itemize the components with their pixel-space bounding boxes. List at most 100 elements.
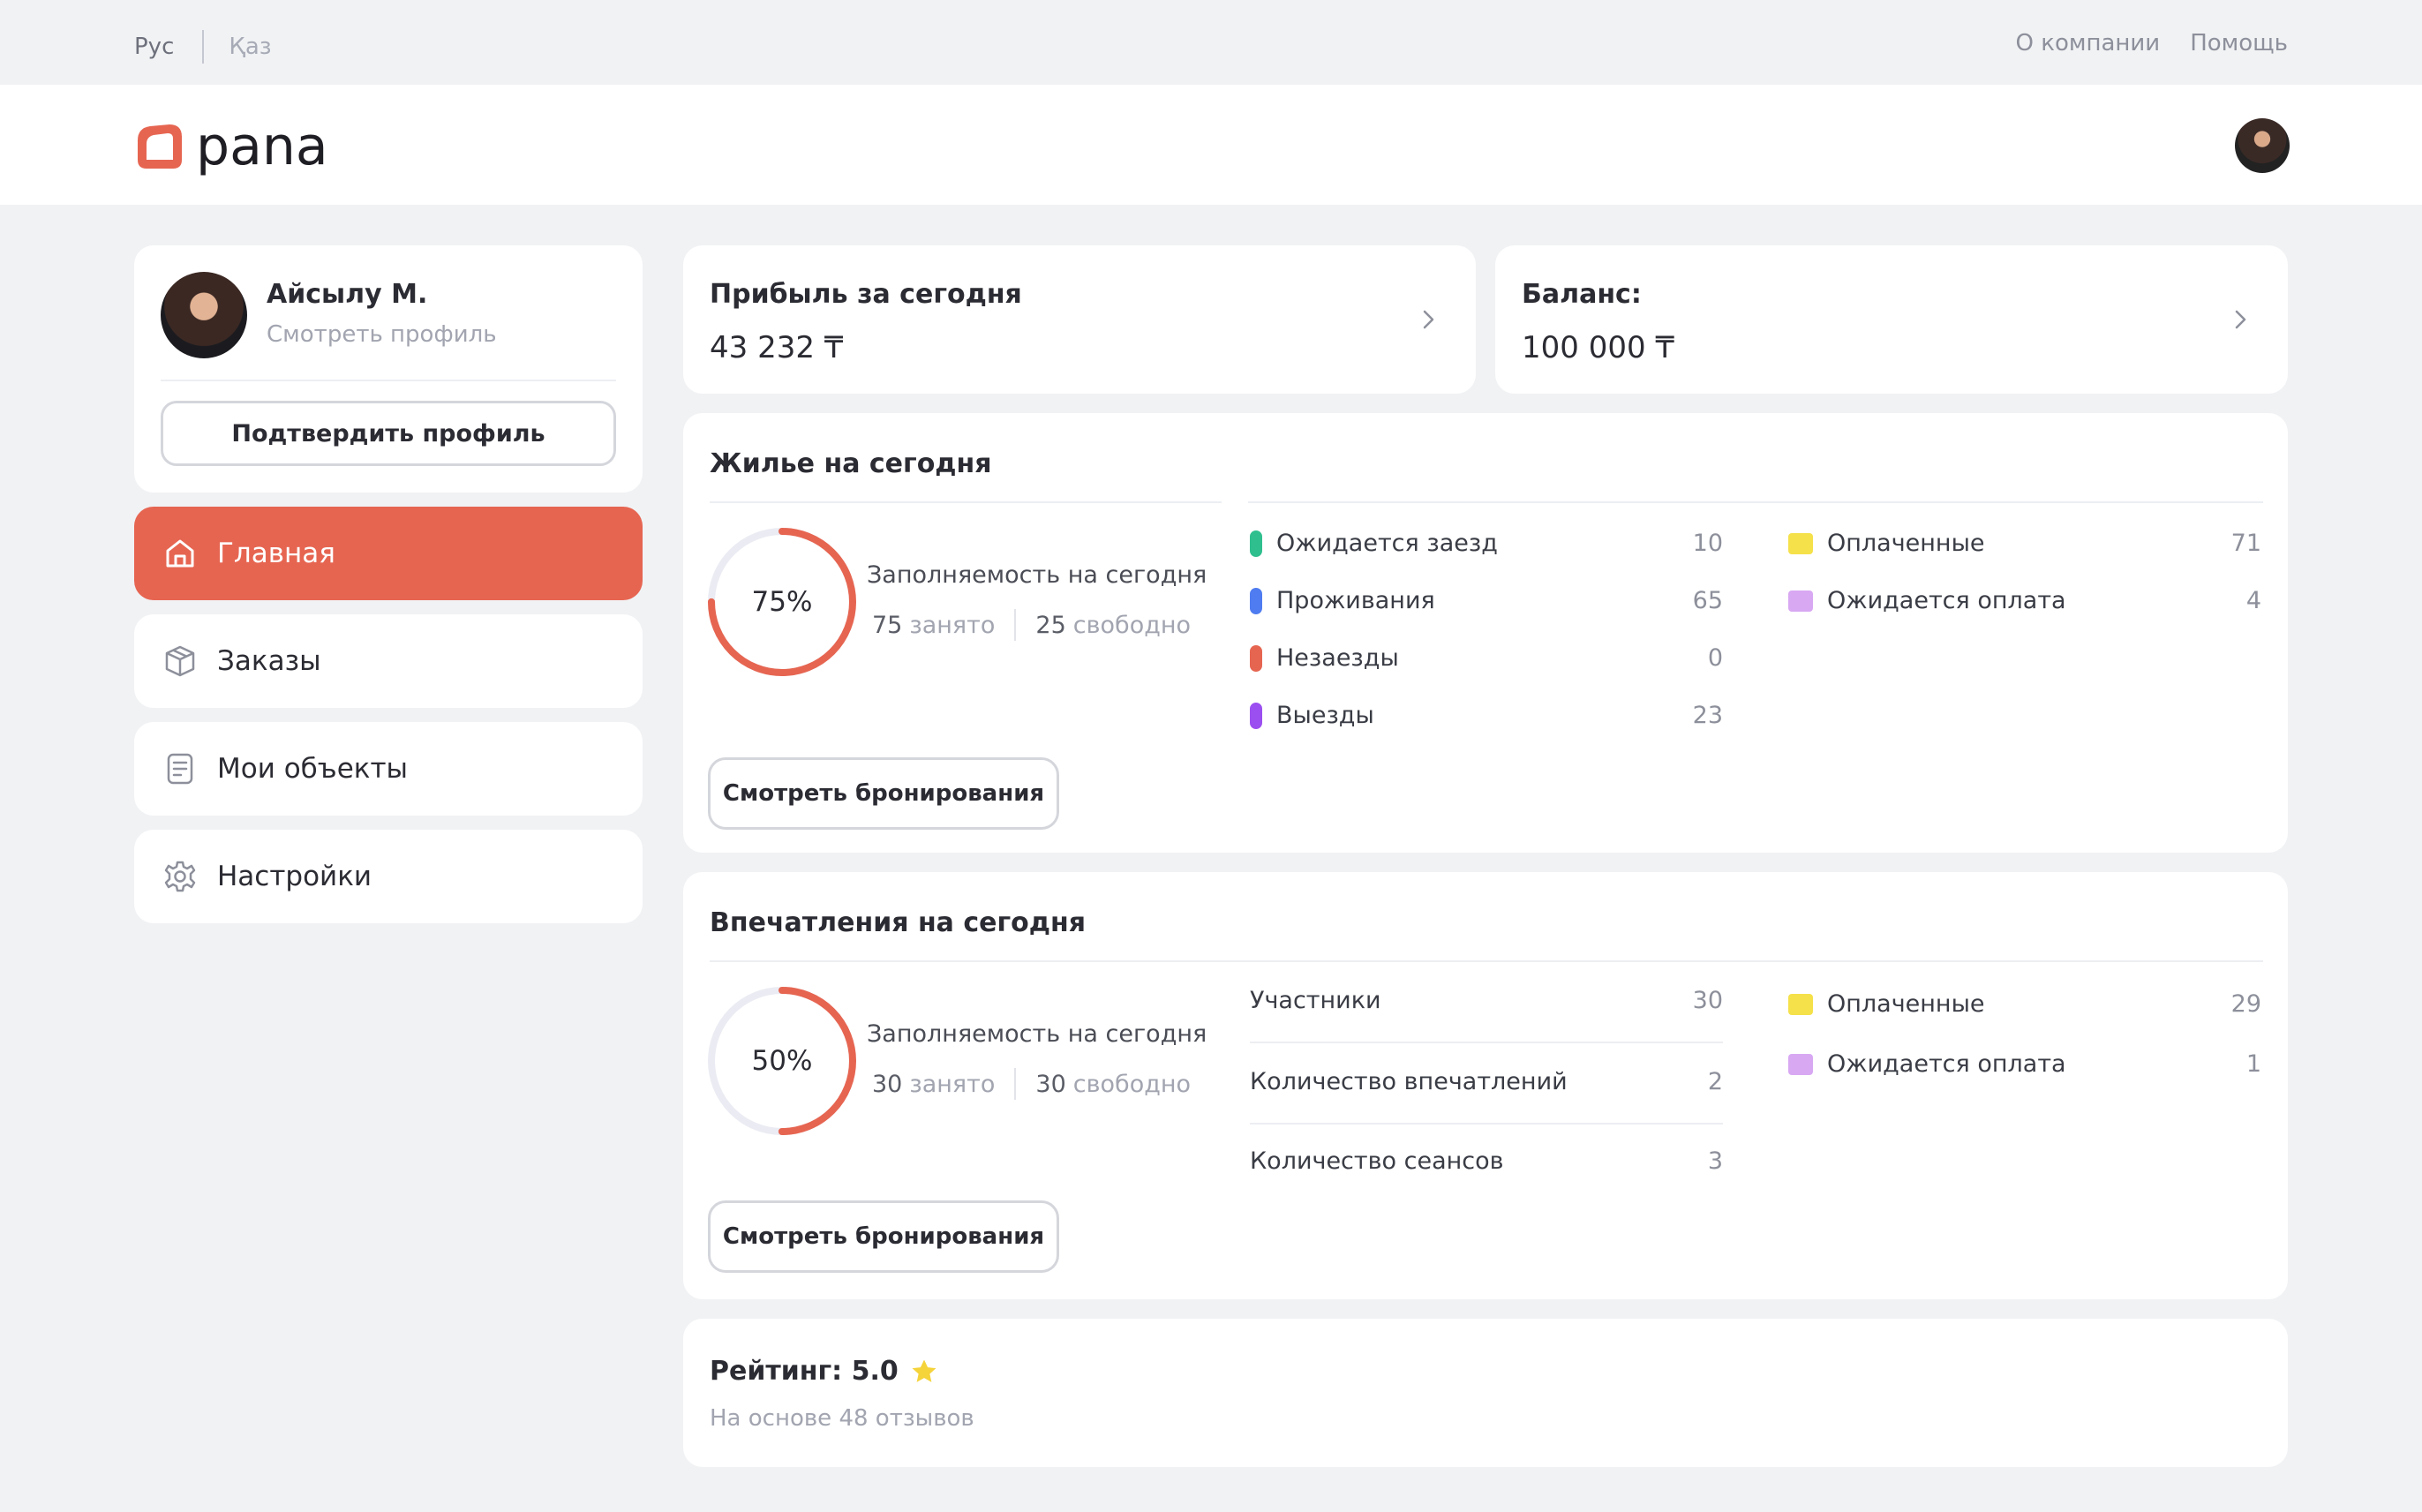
profit-card[interactable]: Прибыль за сегодня 43 232 ₸: [683, 245, 1476, 394]
rating-subtitle: На основе 48 отзывов: [710, 1405, 974, 1432]
profile-divider: [161, 380, 616, 381]
payment-value: 1: [2245, 1050, 2261, 1078]
payment-color-square: [1788, 532, 1813, 554]
status-awaiting-checkin: Ожидается заезд: [1250, 530, 1498, 557]
payment-awaiting: Ожидается оплата: [1788, 587, 2066, 614]
help-link[interactable]: Помощь: [2190, 30, 2288, 56]
sidebar-item-home[interactable]: Главная: [134, 507, 643, 600]
house-logo-icon: [138, 124, 182, 169]
occupancy-title: Заполняемость на сегодня: [867, 561, 1207, 589]
divider: [1250, 1042, 1723, 1043]
impressions-card: Впечатления на сегодня 50% Заполняемость…: [683, 872, 2288, 1299]
view-bookings-button[interactable]: Смотреть бронирования: [708, 757, 1059, 830]
donut-chart: [708, 528, 856, 676]
occupied-count: 75: [872, 611, 903, 639]
rating-title: Рейтинг: 5.0: [710, 1356, 939, 1387]
stat-divider: [1014, 609, 1017, 641]
sidebar-item-label: Настройки: [217, 861, 372, 892]
payment-value: 4: [2245, 587, 2261, 614]
stat-sessions-label: Количество сеансов: [1250, 1147, 1504, 1175]
occupancy-percent: 50%: [751, 1045, 813, 1077]
balance-value: 100 000 ₸: [1522, 330, 1675, 365]
chevron-right-icon: [1423, 310, 1434, 329]
chevron-right-icon: [2235, 310, 2246, 329]
payment-label: Оплаченные: [1827, 530, 1985, 557]
view-profile-link[interactable]: Смотреть профиль: [267, 321, 497, 348]
stat-sessions-value: 3: [1707, 1147, 1723, 1175]
lang-ru[interactable]: Рус: [134, 34, 175, 60]
about-link[interactable]: О компании: [2015, 30, 2161, 56]
status-label: Проживания: [1276, 587, 1435, 614]
logo[interactable]: pana: [134, 120, 328, 173]
impressions-title: Впечатления на сегодня: [710, 907, 1086, 938]
app-frame: Рус Қаз О компании Помощь pana Айсылу М.…: [0, 4, 2422, 1508]
stat-participants-label: Участники: [1250, 987, 1381, 1014]
payment-color-square: [1788, 993, 1813, 1015]
status-value: 0: [1707, 644, 1723, 672]
sidebar-item-settings[interactable]: Настройки: [134, 830, 643, 923]
view-bookings-button[interactable]: Смотреть бронирования: [708, 1200, 1059, 1273]
gear-icon: [162, 859, 198, 894]
divider: [710, 501, 1222, 503]
status-value: 65: [1692, 587, 1723, 614]
confirm-profile-button[interactable]: Подтвердить профиль: [161, 401, 616, 466]
occupancy-stats: 30 занято 30 свободно: [872, 1068, 1191, 1100]
occupancy-title: Заполняемость на сегодня: [867, 1020, 1207, 1048]
stat-participants-value: 30: [1692, 987, 1723, 1014]
status-color-bar: [1250, 644, 1262, 672]
status-color-bar: [1250, 530, 1262, 557]
profile-avatar[interactable]: [161, 272, 247, 358]
divider: [710, 960, 1786, 962]
payment-paid: Оплаченные: [1788, 990, 1985, 1018]
free-count: 30: [1035, 1070, 1066, 1098]
status-value: 23: [1692, 702, 1723, 729]
language-switcher: Рус Қаз: [134, 30, 272, 64]
occupied-label: занято: [909, 1070, 996, 1098]
occupied-label: занято: [909, 611, 996, 639]
divider: [1248, 501, 1725, 503]
box-icon: [162, 643, 198, 679]
free-label: свободно: [1072, 611, 1192, 639]
balance-card[interactable]: Баланс: 100 000 ₸: [1495, 245, 2288, 394]
balance-title: Баланс:: [1522, 279, 1642, 310]
profile-card: Айсылу М. Смотреть профиль Подтвердить п…: [134, 245, 643, 493]
payment-value: 71: [2230, 530, 2261, 557]
sidebar-item-label: Главная: [217, 538, 335, 569]
home-icon: [162, 536, 198, 571]
document-icon: [162, 751, 198, 786]
rating-card: Рейтинг: 5.0 На основе 48 отзывов: [683, 1319, 2288, 1467]
housing-card: Жилье на сегодня 75% Заполняемость на се…: [683, 413, 2288, 853]
free-count: 25: [1035, 611, 1066, 639]
status-checkouts: Выезды: [1250, 702, 1374, 729]
star-icon: [912, 1359, 936, 1382]
payment-label: Оплаченные: [1827, 990, 1985, 1018]
divider: [1786, 960, 2263, 962]
payment-label: Ожидается оплата: [1827, 1050, 2066, 1078]
header-avatar[interactable]: [2235, 118, 2290, 173]
free-label: свободно: [1072, 1070, 1192, 1098]
sidebar-item-orders[interactable]: Заказы: [134, 614, 643, 708]
sidebar: Айсылу М. Смотреть профиль Подтвердить п…: [134, 245, 643, 923]
stat-divider: [1014, 1068, 1017, 1100]
payment-paid: Оплаченные: [1788, 530, 1985, 557]
top-bar: Рус Қаз О компании Помощь: [0, 4, 2422, 85]
profit-title: Прибыль за сегодня: [710, 279, 1022, 310]
status-label: Незаезды: [1276, 644, 1399, 672]
payment-awaiting: Ожидается оплата: [1788, 1050, 2066, 1078]
impressions-occupancy-donut: 50%: [704, 983, 860, 1139]
donut-arc: [708, 987, 856, 1135]
payment-value: 29: [2230, 990, 2261, 1018]
status-label: Выезды: [1276, 702, 1374, 729]
lang-kz[interactable]: Қаз: [229, 34, 272, 60]
status-color-bar: [1250, 702, 1262, 729]
payment-color-square: [1788, 1053, 1813, 1075]
occupied-count: 30: [872, 1070, 903, 1098]
sidebar-item-my-objects[interactable]: Мои объекты: [134, 722, 643, 816]
status-staying: Проживания: [1250, 587, 1435, 614]
stat-impressions-label: Количество впечатлений: [1250, 1068, 1568, 1095]
logo-text: pana: [196, 116, 328, 177]
status-no-shows: Незаезды: [1250, 644, 1399, 672]
payment-label: Ожидается оплата: [1827, 587, 2066, 614]
profit-value: 43 232 ₸: [710, 330, 844, 365]
payment-color-square: [1788, 590, 1813, 612]
